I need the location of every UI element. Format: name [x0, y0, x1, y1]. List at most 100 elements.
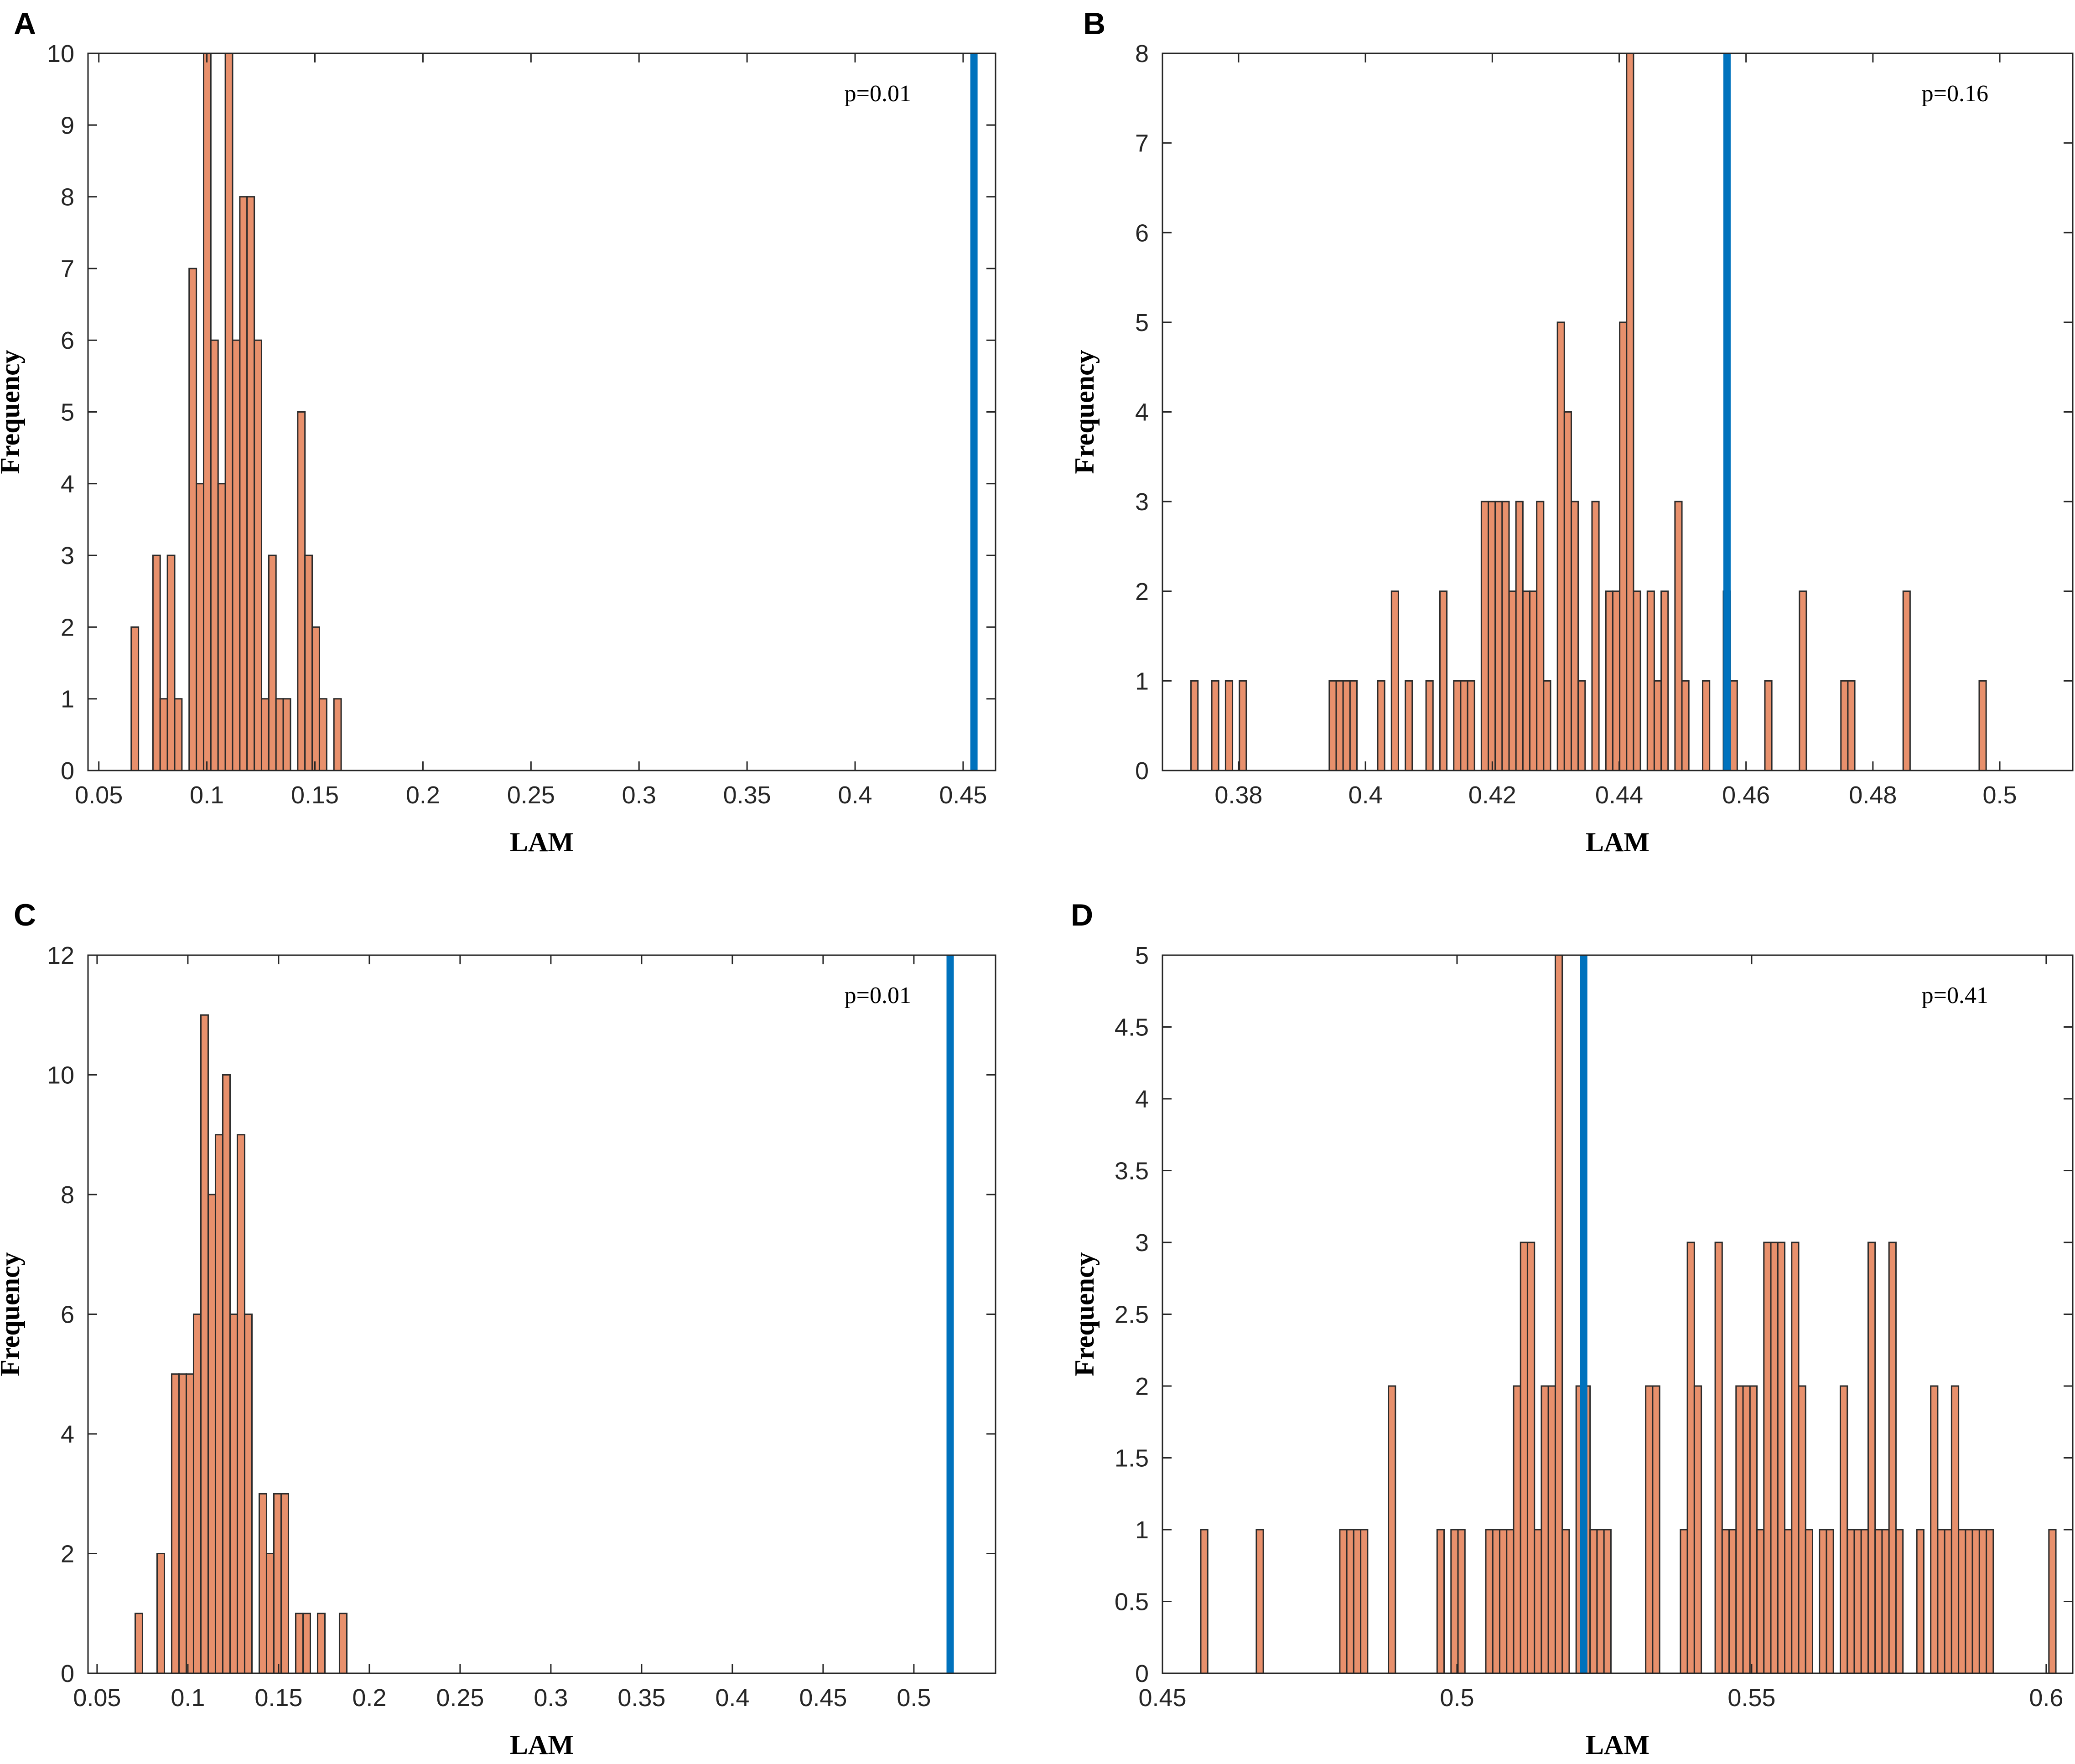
histogram-bar — [295, 1613, 304, 1674]
y-tick-label: 0.5 — [1115, 1588, 1149, 1616]
histogram-bar — [1916, 1529, 1925, 1674]
histogram-bar — [1224, 680, 1234, 771]
histogram-bar — [1485, 1529, 1494, 1674]
histogram-bar — [1986, 1529, 1994, 1674]
histogram-bar — [171, 1373, 180, 1674]
x-axis: 0.05 0.1 0.15 0.2 0.25 0.3 0.35 0.4 0.45 — [75, 53, 987, 809]
panel-b: B 0.38 0.4 0.42 0.44 0.46 0.48 0.5 0 1 2 3 4 5 6 7 8 LAM F… — [1069, 6, 2074, 857]
histogram-bar — [1515, 501, 1524, 771]
x-tick-label: 0.05 — [75, 781, 123, 809]
y-tick-label: 3 — [1135, 488, 1149, 516]
histogram-bar — [268, 554, 277, 771]
x-tick-label: 0.05 — [73, 1684, 121, 1712]
p-value-annotation: p=0.01 — [845, 983, 911, 1009]
histogram-bar — [232, 339, 241, 771]
histogram-bar — [1612, 590, 1621, 771]
y-tick-label: 2 — [61, 614, 74, 641]
histogram-bar — [1937, 1529, 1945, 1674]
histogram-bar — [1570, 501, 1579, 771]
histogram-bar — [1888, 1242, 1897, 1674]
histogram-bar — [166, 554, 176, 771]
histogram-bar — [1508, 590, 1517, 771]
histogram-bar — [1840, 680, 1849, 771]
histogram-bar — [1543, 680, 1551, 771]
histogram-bar — [222, 1074, 231, 1674]
panel-letter: B — [1083, 6, 1105, 41]
histogram-bar — [236, 1134, 245, 1674]
histogram-bar — [1513, 1385, 1521, 1674]
histogram-bar — [1328, 680, 1337, 771]
histogram-bar — [229, 1314, 238, 1674]
y-tick-label: 4 — [61, 1421, 74, 1448]
x-tick-label: 0.4 — [838, 781, 872, 809]
y-tick-label: 8 — [61, 1181, 74, 1209]
y-tick-label: 3 — [1135, 1229, 1149, 1257]
p-value-annotation: p=0.01 — [845, 81, 911, 107]
panel-letter: A — [14, 6, 36, 41]
panel-c: C 0.05 0.1 0.15 0.2 0.25 0.3 0.35 0.4 0.45 0.5 0 2 4 6… — [0, 898, 996, 1760]
y-axis: 0 1 2 3 4 5 6 7 8 — [1135, 40, 2073, 785]
histogram-bar — [1944, 1529, 1952, 1674]
histogram-bar — [318, 698, 327, 771]
histogram-bar — [1390, 590, 1399, 771]
y-tick-label: 9 — [61, 112, 74, 139]
histogram-bar — [1522, 590, 1530, 771]
y-axis: 0 0.5 1 1.5 2 2.5 3 3.5 4 4.5 5 — [1115, 942, 2073, 1687]
x-tick-label: 0.6 — [2029, 1684, 2063, 1712]
histogram-bar — [1388, 1385, 1396, 1674]
histogram-bar — [260, 698, 270, 771]
histogram-bar — [224, 52, 233, 771]
histogram-bar — [1646, 590, 1655, 771]
histogram-bar — [1556, 321, 1565, 771]
y-tick-label: 8 — [61, 184, 74, 211]
histogram-bar — [196, 483, 204, 771]
histogram-bar — [1847, 680, 1856, 771]
y-tick-label: 5 — [1135, 309, 1149, 336]
y-tick-label: 2 — [1135, 578, 1149, 605]
x-tick-label: 0.25 — [436, 1684, 484, 1712]
panel-d: D 0.45 0.5 0.55 0.6 0 0.5 1 1.5 2 2.5 3 3.5 4 4.5 5 LAM F… — [1069, 898, 2074, 1760]
histogram-bar — [1950, 1385, 1960, 1674]
y-tick-label: 4 — [1135, 1086, 1149, 1113]
histogram-bar — [1589, 1529, 1598, 1674]
histogram-bar — [1561, 1529, 1570, 1674]
histogram-bar — [280, 1493, 289, 1674]
histogram-bar — [1633, 590, 1641, 771]
y-tick-label: 4 — [61, 471, 74, 498]
histogram-bar — [1714, 1242, 1723, 1674]
y-tick-label: 1 — [1135, 667, 1149, 695]
histogram-bar — [1770, 1242, 1779, 1674]
histogram-bar — [1702, 680, 1711, 771]
y-tick-label: 6 — [1135, 219, 1149, 247]
histogram-bar — [265, 1553, 275, 1674]
histogram-bar — [1895, 1529, 1904, 1674]
x-tick-label: 0.2 — [352, 1684, 386, 1712]
histogram-bar — [1653, 680, 1662, 771]
histogram-bar — [185, 1373, 194, 1674]
y-tick-label: 5 — [61, 399, 74, 426]
histogram-bar — [1978, 680, 1987, 771]
x-tick-label: 0.1 — [190, 781, 224, 809]
histogram-bar — [1881, 1529, 1890, 1674]
histogram-bar — [1346, 1529, 1354, 1674]
histogram-bar — [1460, 680, 1468, 771]
y-tick-label: 6 — [61, 1301, 74, 1329]
histogram-bar — [130, 626, 140, 771]
histogram-bar — [1453, 680, 1462, 771]
histogram-bar — [1467, 680, 1475, 771]
x-tick-label: 0.15 — [254, 1684, 302, 1712]
histogram-bar — [152, 554, 161, 771]
x-tick-label: 0.15 — [291, 781, 339, 809]
y-tick-label: 3 — [61, 542, 74, 569]
histogram-bar — [1255, 1529, 1264, 1674]
histogram-bar — [214, 1134, 223, 1674]
y-tick-label: 0 — [1135, 1660, 1149, 1687]
y-tick-label: 4 — [1135, 399, 1149, 426]
histogram-bar — [1360, 1529, 1369, 1674]
x-tick-label: 0.38 — [1214, 781, 1262, 809]
x-axis: 0.05 0.1 0.15 0.2 0.25 0.3 0.35 0.4 0.45 0.5 — [73, 955, 931, 1712]
histogram-bar — [1764, 680, 1773, 771]
histogram-bar — [1211, 680, 1219, 771]
histogram-bar — [1520, 1242, 1528, 1674]
histogram-bar — [244, 1314, 253, 1674]
